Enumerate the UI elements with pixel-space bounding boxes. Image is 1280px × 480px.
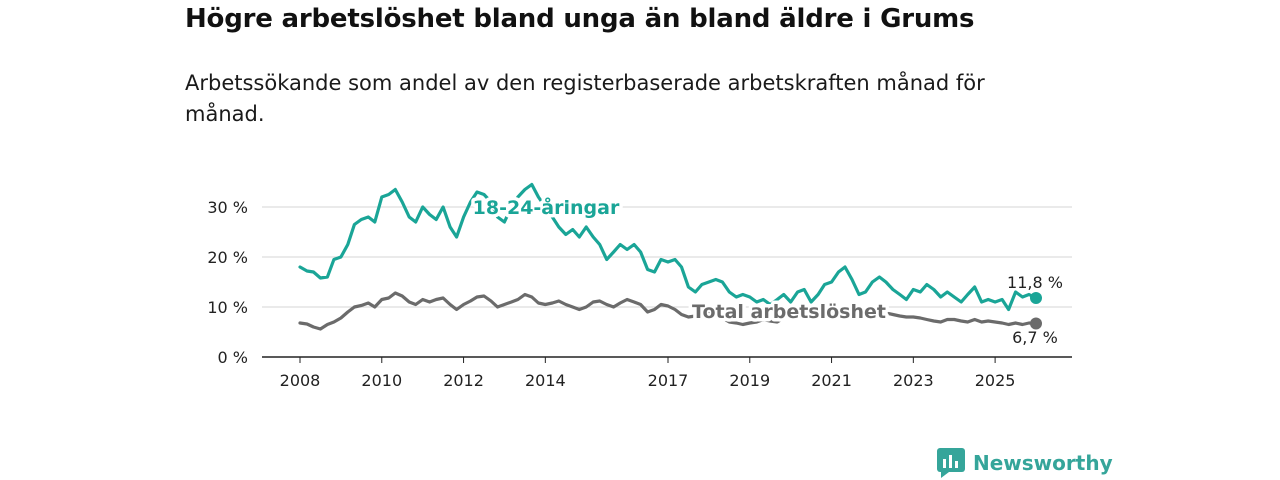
x-tick-label: 2025 bbox=[975, 371, 1016, 390]
end-label-18-24: 11,8 % bbox=[1007, 273, 1063, 292]
brand-name: Newsworthy bbox=[973, 451, 1113, 475]
series-lines bbox=[298, 182, 1042, 331]
x-tick-label: 2012 bbox=[443, 371, 484, 390]
x-tick-label: 2014 bbox=[525, 371, 566, 390]
end-point-18-24 bbox=[1030, 292, 1042, 304]
series-line-total bbox=[298, 291, 1038, 331]
brand-logo[interactable]: Newsworthy bbox=[937, 448, 1113, 478]
series-label-total-halo: Total arbetslöshet bbox=[692, 301, 886, 323]
series-label-total: Total arbetslöshet bbox=[692, 301, 886, 323]
y-tick-label: 10 % bbox=[207, 298, 248, 317]
x-tick-label: 2023 bbox=[893, 371, 934, 390]
end-point-total bbox=[1030, 317, 1042, 330]
newsworthy-icon bbox=[937, 448, 965, 478]
x-tick-label: 2010 bbox=[361, 371, 402, 390]
series-label-18-24: 18-24-åringar bbox=[473, 195, 620, 219]
x-axis: 2008 2010 2012 2014 2017 2019 2021 2023 2025 bbox=[262, 356, 1072, 390]
x-tick-label: 2019 bbox=[729, 371, 770, 390]
x-tick-label: 2017 bbox=[648, 371, 689, 390]
series-label-18-24-halo: 18-24-åringar bbox=[473, 195, 620, 219]
y-axis-ticks: 0 % 10 % 20 % 30 % bbox=[207, 198, 248, 367]
series-line-18-24 bbox=[298, 182, 1038, 312]
y-tick-label: 30 % bbox=[207, 198, 248, 217]
chart-subtitle: Arbetssökande som andel av den registerb… bbox=[185, 71, 985, 126]
x-tick-label: 2008 bbox=[280, 371, 321, 390]
y-tick-label: 0 % bbox=[218, 348, 248, 367]
chart-title: Högre arbetslöshet bland unga än bland ä… bbox=[185, 4, 975, 34]
x-tick-label: 2021 bbox=[811, 371, 852, 390]
end-label-total: 6,7 % bbox=[1012, 328, 1058, 347]
y-tick-label: 20 % bbox=[207, 248, 248, 267]
gridlines bbox=[262, 206, 1072, 308]
